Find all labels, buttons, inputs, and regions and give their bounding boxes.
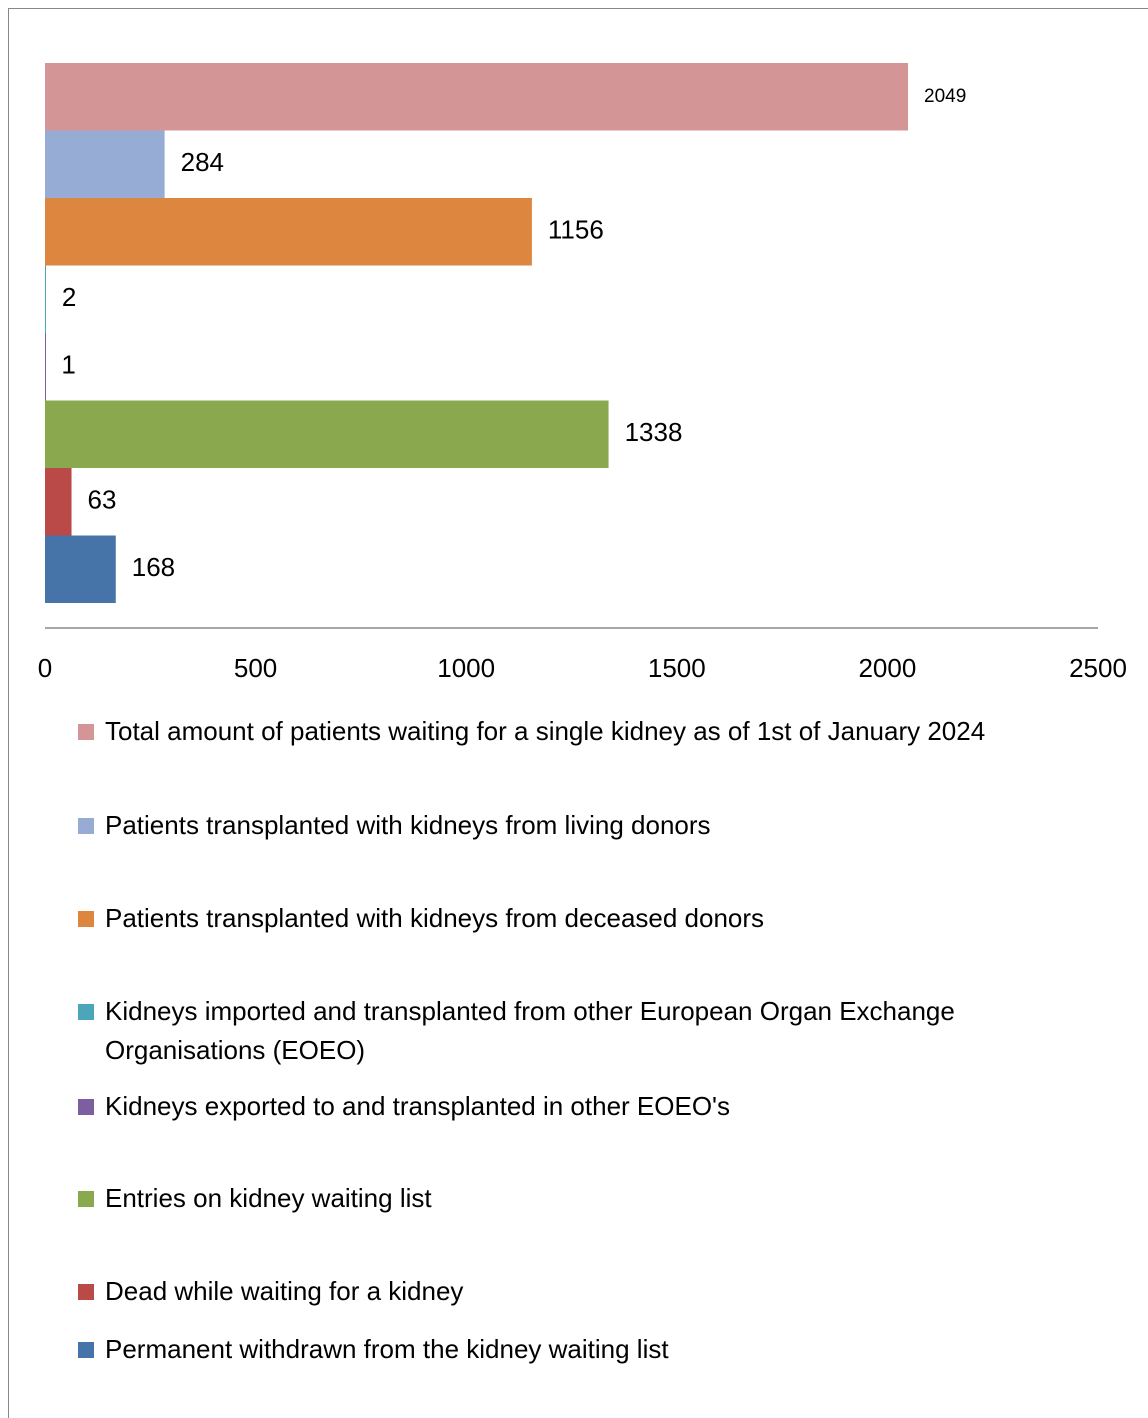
x-tick-label: 1000 xyxy=(437,653,495,683)
legend-item: Patients transplanted with kidneys from … xyxy=(78,899,1078,938)
data-label: 2 xyxy=(62,282,76,312)
legend-swatch xyxy=(78,1099,94,1115)
bar xyxy=(45,265,46,333)
legend-swatch xyxy=(78,724,94,740)
legend-item: Entries on kidney waiting list xyxy=(78,1179,1078,1218)
legend-item: Dead while waiting for a kidney xyxy=(78,1272,1078,1311)
bar xyxy=(45,400,609,468)
bar xyxy=(45,130,165,198)
legend-swatch xyxy=(78,818,94,834)
legend-item: Permanent withdrawn from the kidney wait… xyxy=(78,1330,1078,1369)
legend-label: Permanent withdrawn from the kidney wait… xyxy=(105,1334,669,1364)
bar xyxy=(45,535,116,603)
data-label: 63 xyxy=(88,485,117,515)
legend-swatch xyxy=(78,1284,94,1300)
legend-label: Patients transplanted with kidneys from … xyxy=(105,810,711,840)
legend-label: Patients transplanted with kidneys from … xyxy=(105,903,765,933)
legend-item: Total amount of patients waiting for a s… xyxy=(78,712,1078,751)
legend-item: Kidneys exported to and transplanted in … xyxy=(78,1087,1078,1126)
legend-swatch xyxy=(78,911,94,927)
bar xyxy=(45,333,46,401)
legend-item: Patients transplanted with kidneys from … xyxy=(78,806,1078,845)
x-tick-label: 2500 xyxy=(1069,653,1127,683)
data-label: 168 xyxy=(132,552,175,582)
legend-label: Dead while waiting for a kidney xyxy=(105,1276,464,1306)
data-label: 1156 xyxy=(548,215,604,245)
legend-label: Entries on kidney waiting list xyxy=(105,1183,432,1213)
x-tick-label: 1500 xyxy=(648,653,706,683)
x-tick-label: 500 xyxy=(234,653,277,683)
data-label: 1338 xyxy=(625,417,683,447)
data-label: 1 xyxy=(61,350,75,380)
data-label: 284 xyxy=(181,147,224,177)
legend-swatch xyxy=(78,1191,94,1207)
bar xyxy=(45,468,72,536)
legend-label: Kidneys exported to and transplanted in … xyxy=(105,1091,731,1121)
bar xyxy=(45,198,532,266)
x-tick-label: 0 xyxy=(38,653,52,683)
legend-swatch xyxy=(78,1342,94,1358)
legend-item: Kidneys imported and transplanted from o… xyxy=(78,992,1078,1070)
bar xyxy=(45,63,909,131)
x-tick-label: 2000 xyxy=(858,653,916,683)
data-label: 2049 xyxy=(924,86,966,107)
legend-swatch xyxy=(78,1004,94,1020)
legend-label: Total amount of patients waiting for a s… xyxy=(105,716,986,746)
legend-label: Kidneys imported and transplanted from o… xyxy=(105,996,955,1065)
